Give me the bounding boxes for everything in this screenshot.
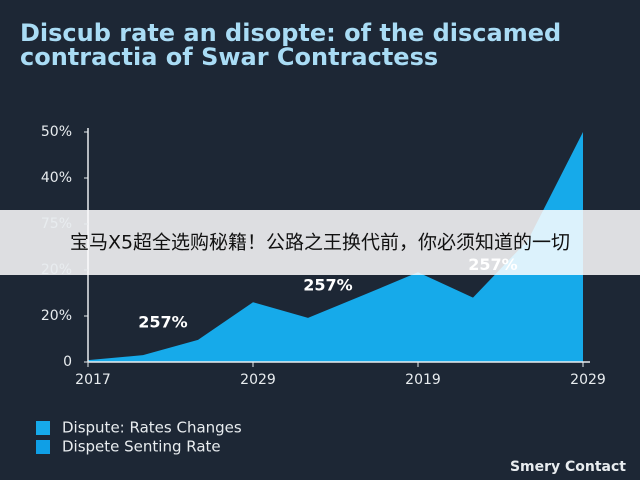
- y-tick-label: 20%: [41, 262, 72, 278]
- legend-swatch: [36, 421, 50, 435]
- chart-title: contractia of Swar Contractess: [20, 43, 438, 71]
- x-tick-label: 2029: [570, 372, 606, 388]
- annotation: 257%: [468, 255, 517, 274]
- y-tick-label: 20%: [41, 308, 72, 324]
- banner: [0, 210, 640, 275]
- x-tick-label: 2019: [405, 372, 441, 388]
- y-tick-label: 75%: [41, 216, 72, 232]
- annotation: 257%: [138, 313, 187, 332]
- annotation: 257%: [303, 275, 352, 294]
- y-tick-label: 50%: [41, 124, 72, 140]
- footer: Smery Contact: [510, 459, 626, 475]
- legend-label: Dispute: Rates Changes: [62, 419, 242, 437]
- chart-title: Discub rate an disopte: of the discamed: [20, 19, 561, 47]
- y-tick-label: 40%: [41, 170, 72, 186]
- plot: [88, 132, 583, 362]
- legend-swatch: [36, 440, 50, 454]
- x-tick-label: 2029: [240, 372, 276, 388]
- y-tick-label: 0: [63, 354, 72, 370]
- area: [88, 132, 583, 362]
- banner-text: 宝马X5超全选购秘籍！公路之王换代前，你必须知道的一切: [70, 232, 570, 254]
- x-tick-label: 2017: [75, 372, 111, 388]
- legend-label: Dispete Senting Rate: [62, 438, 221, 456]
